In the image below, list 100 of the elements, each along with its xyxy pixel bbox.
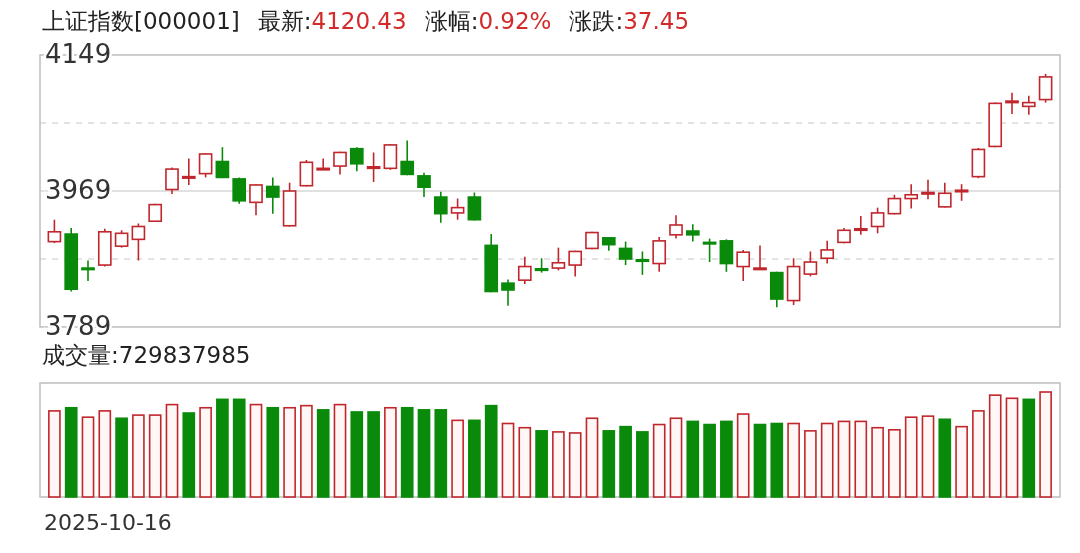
candlestick xyxy=(366,151,381,183)
bar xyxy=(568,432,582,498)
candlestick xyxy=(635,250,650,276)
bar xyxy=(904,416,918,498)
candlestick xyxy=(568,249,583,278)
candlestick xyxy=(265,176,280,215)
candlestick xyxy=(383,143,398,171)
bar xyxy=(98,410,112,498)
candlestick xyxy=(820,240,835,265)
candlestick xyxy=(551,246,566,272)
text: 最新:4120.43 xyxy=(257,7,407,34)
candlestick xyxy=(81,259,95,282)
bar xyxy=(417,409,431,498)
bar xyxy=(938,418,952,498)
candlestick xyxy=(702,237,717,263)
bar xyxy=(720,420,733,498)
candlestick xyxy=(652,236,667,273)
chart-title: 上证指数[000001] xyxy=(42,7,240,34)
bar xyxy=(871,426,884,498)
bar xyxy=(434,409,448,498)
bar xyxy=(1005,397,1019,498)
candlestick xyxy=(165,166,179,195)
candlestick xyxy=(400,139,415,176)
candlestick xyxy=(249,183,263,216)
candlestick xyxy=(47,218,62,244)
bar xyxy=(888,429,901,498)
bar xyxy=(316,409,330,498)
bar xyxy=(686,420,700,498)
bar xyxy=(552,431,565,498)
candlestick xyxy=(904,183,919,210)
bar xyxy=(703,423,716,498)
bar xyxy=(619,425,632,498)
bar xyxy=(182,412,196,498)
bar xyxy=(266,406,280,498)
candlestick xyxy=(467,191,482,222)
candlestick xyxy=(719,238,734,273)
candlestick xyxy=(349,146,364,173)
candlestick xyxy=(870,206,885,235)
bar xyxy=(64,406,78,498)
candlestick xyxy=(198,152,213,179)
bar xyxy=(837,420,851,498)
bar xyxy=(300,404,313,498)
bar xyxy=(972,410,985,498)
y-tick-label: 3789 xyxy=(45,310,112,341)
candlestick xyxy=(517,255,532,285)
y-tick-label: 4149 xyxy=(45,38,112,69)
candlestick xyxy=(131,222,146,262)
bar xyxy=(854,420,868,498)
bar xyxy=(216,398,229,498)
candlestick xyxy=(753,244,767,271)
bar xyxy=(1039,391,1052,498)
candlestick xyxy=(450,197,465,221)
candlestick xyxy=(921,178,935,201)
bar xyxy=(602,430,616,498)
bar xyxy=(400,406,414,498)
bar xyxy=(804,430,817,498)
candlestick xyxy=(853,215,868,236)
bar xyxy=(1022,398,1036,498)
bar xyxy=(367,411,380,498)
candlestick xyxy=(618,240,633,266)
candlestick xyxy=(736,249,751,282)
text: 2025-10-16 xyxy=(44,510,172,535)
candlestick xyxy=(1038,73,1053,104)
bar xyxy=(636,431,649,498)
bar xyxy=(350,411,364,498)
candlestick xyxy=(181,157,196,186)
bar xyxy=(132,414,145,498)
bar xyxy=(518,426,532,498)
y-tick-label: 3969 xyxy=(45,174,112,205)
candlestick xyxy=(669,214,683,240)
bar xyxy=(669,417,683,498)
candlestick xyxy=(501,278,515,307)
candlestick xyxy=(1005,91,1019,115)
bar xyxy=(652,423,666,498)
candlestick xyxy=(803,250,818,278)
bar xyxy=(484,404,498,498)
bar xyxy=(148,414,162,498)
bar xyxy=(501,422,515,498)
bar xyxy=(770,422,784,498)
bar xyxy=(820,422,834,498)
candlestick xyxy=(937,181,952,209)
chart-title: 成交量:729837985 xyxy=(42,341,251,368)
bar xyxy=(384,406,397,498)
bar xyxy=(283,406,296,498)
bar xyxy=(535,430,548,498)
bar xyxy=(753,423,767,498)
candlestick xyxy=(299,159,314,188)
candlestick xyxy=(433,190,448,224)
bar xyxy=(249,403,263,498)
bar xyxy=(48,410,61,498)
bar xyxy=(451,419,464,498)
bar xyxy=(115,417,128,498)
bar xyxy=(736,413,750,498)
text: 涨跌:37.45 xyxy=(569,7,690,34)
candlestick xyxy=(215,146,230,179)
candlestick xyxy=(232,176,247,205)
bar xyxy=(232,398,246,498)
bar xyxy=(988,394,1002,498)
bar xyxy=(585,417,599,498)
bar xyxy=(787,422,800,498)
